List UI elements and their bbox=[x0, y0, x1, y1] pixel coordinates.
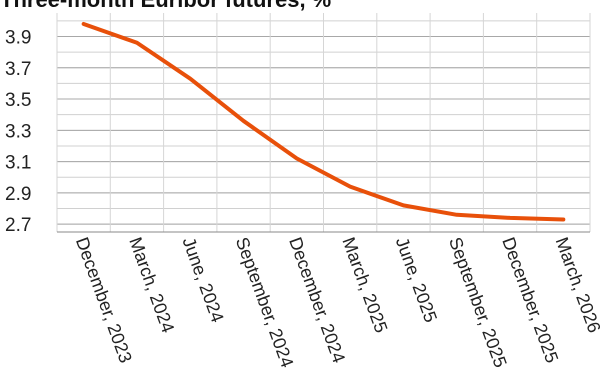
x-tick-label: December, 2025 bbox=[498, 235, 562, 366]
chart-title: Three-month Euribor futures, % bbox=[0, 0, 331, 13]
x-tick-label: March, 2024 bbox=[125, 235, 178, 336]
x-tick-label: September, 2024 bbox=[232, 235, 298, 371]
y-tick-label: 3.9 bbox=[5, 27, 31, 48]
y-tick-label: 3.7 bbox=[5, 59, 31, 80]
x-tick-label: March, 2025 bbox=[338, 235, 391, 336]
x-tick-label: March, 2026 bbox=[552, 235, 605, 336]
y-tick-label: 3.1 bbox=[5, 153, 31, 174]
y-tick-label: 3.3 bbox=[5, 121, 31, 142]
y-tick-label: 3.5 bbox=[5, 90, 31, 111]
series-layer bbox=[81, 21, 566, 222]
y-axis-ticks: 2.7 2.9 3.1 3.3 3.5 3.7 3.9 bbox=[5, 27, 31, 236]
x-tick-label: June, 2024 bbox=[178, 235, 227, 326]
y-tick-label: 2.7 bbox=[5, 215, 31, 236]
series-line bbox=[81, 21, 566, 222]
y-tick-label: 2.9 bbox=[5, 184, 31, 205]
x-tick-label: June, 2025 bbox=[392, 235, 441, 326]
grid bbox=[56, 13, 591, 233]
x-tick-label: December, 2024 bbox=[285, 235, 349, 366]
x-tick-label: September, 2025 bbox=[445, 235, 511, 371]
x-tick-label: December, 2023 bbox=[72, 235, 136, 366]
